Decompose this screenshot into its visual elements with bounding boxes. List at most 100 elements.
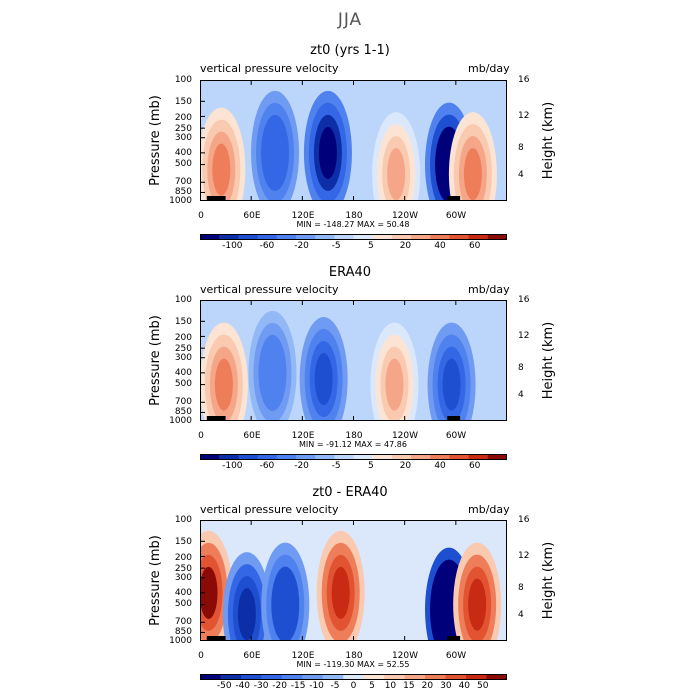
colorbar-swatch-12 [445,674,467,680]
colorbar-swatch-8 [363,674,385,680]
field-feature-3-level-3 [385,358,404,411]
colorbar-label: 60 [468,241,481,251]
colorbar-label: 40 [434,461,446,471]
colorbar-label: 10 [384,681,397,691]
colorbar-swatch-10 [404,674,426,680]
colorbar-swatch-14 [468,234,489,240]
colorbar-label: 5 [369,681,375,691]
panel-3-units-label: mb/day [468,503,510,516]
topography-mask-1 [447,416,461,421]
p1-ytick-200: 200 [174,113,192,123]
panel-3-minmax: MIN = -119.30 MAX = 52.55 [296,660,410,669]
field-feature-3-level-3 [387,148,406,201]
topography-mask-1 [447,196,461,201]
panel-1-variable-label: vertical pressure velocity [200,62,339,75]
p1-htick-4: 4 [518,170,524,180]
colorbar-label: 5 [367,241,374,251]
colorbar-swatch-2 [238,234,259,240]
field-feature-0-level-3 [200,566,218,619]
colorbar-swatch-6 [315,454,335,460]
p1-xtick-120e: 120E [291,211,315,221]
p3-ytick-1000: 1000 [169,636,192,646]
p2-ytick-150: 150 [174,317,192,327]
panel-1-heatmap [200,80,507,201]
p3-xtick-60w: 60W [445,651,467,661]
colorbar-swatch-0 [200,454,220,460]
colorbar-swatch-0 [200,234,220,240]
field-feature-5-level-3 [468,578,487,631]
p1-ytick-300: 300 [174,133,192,143]
colorbar-swatch-4 [281,674,303,680]
panel-2-variable-label: vertical pressure velocity [200,283,339,296]
colorbar-label: 40 [458,681,471,691]
colorbar-swatch-1 [219,234,239,240]
p3-htick-12: 12 [518,551,530,561]
panel-2-colorbar [200,454,507,460]
colorbar-label: 20 [421,681,434,691]
p2-xtick-180: 180 [345,431,363,441]
colorbar-swatch-13 [449,234,470,240]
field-feature-2-level-3 [276,578,295,631]
colorbar-label: -30 [253,681,269,691]
colorbar-label: -5 [331,461,341,471]
colorbar-swatch-11 [411,234,431,240]
colorbar-swatch-8 [353,234,374,240]
p3-ytick-700: 700 [174,617,192,627]
colorbar-label: 20 [399,461,412,471]
topography-mask-0 [206,196,226,201]
p1-xtick-60e: 60E [243,211,261,221]
colorbar-label: 0 [350,681,357,691]
p1-xtick-60w: 60W [445,211,467,221]
p3-xtick-0: 0 [198,651,204,661]
colorbar-swatch-7 [343,674,365,680]
topography-mask-0 [206,636,226,641]
colorbar-label: -5 [331,241,341,251]
colorbar-swatch-6 [315,234,335,240]
p3-ytick-300: 300 [174,573,192,583]
panel-1-units-label: mb/day [468,62,510,75]
p3-htick-8: 8 [518,583,524,593]
colorbar-label: -10 [309,681,324,691]
colorbar-swatch-4 [276,234,297,240]
panel-1-title: zt0 (yrs 1-1) [310,43,390,58]
p1-xtick-180: 180 [345,211,363,221]
p1-ytick-700: 700 [174,177,192,187]
p1-ytick-500: 500 [174,159,192,169]
colorbar-swatch-2 [238,454,259,460]
panel-2-units-label: mb/day [468,283,510,296]
p1-ytick-850: 850 [174,187,192,197]
p2-xtick-120w: 120W [391,431,419,441]
p2-xtick-60w: 60W [445,431,467,441]
p3-ytick-500: 500 [174,599,192,609]
panel-2-minmax: MIN = -91.12 MAX = 47.86 [299,440,407,449]
colorbar-swatch-9 [384,674,406,680]
p2-htick-8: 8 [518,363,524,373]
colorbar-label: -50 [216,681,232,691]
colorbar-swatch-8 [353,454,374,460]
colorbar-label: -60 [259,461,275,471]
field-feature-4-level-3 [442,358,461,411]
figure-title: JJA [337,10,363,30]
p3-ytick-150: 150 [174,537,192,547]
colorbar-label: 15 [403,681,415,691]
colorbar-swatch-7 [334,454,354,460]
colorbar-swatch-14 [468,454,489,460]
colorbar-swatch-15 [487,234,507,240]
colorbar-label: 50 [477,681,489,691]
colorbar-label: -15 [290,681,306,691]
colorbar-swatch-0 [200,674,221,680]
colorbar-label: -100 [222,241,243,251]
p2-xtick-0: 0 [198,431,204,441]
panel-3-colorbar [200,674,507,680]
colorbar-label: -20 [294,461,309,471]
p3-ytick-200: 200 [174,553,192,563]
panel-1-colorbar [200,234,507,240]
colorbar-label: -40 [235,681,251,691]
field-feature-5-level-3 [463,148,482,201]
colorbar-swatch-10 [391,234,412,240]
p1-htick-8: 8 [518,143,524,153]
p1-xtick-120w: 120W [391,211,419,221]
field-feature-2-level-3 [314,353,333,406]
p1-ytick-250: 250 [174,124,192,134]
p1-ytick-400: 400 [174,148,192,158]
